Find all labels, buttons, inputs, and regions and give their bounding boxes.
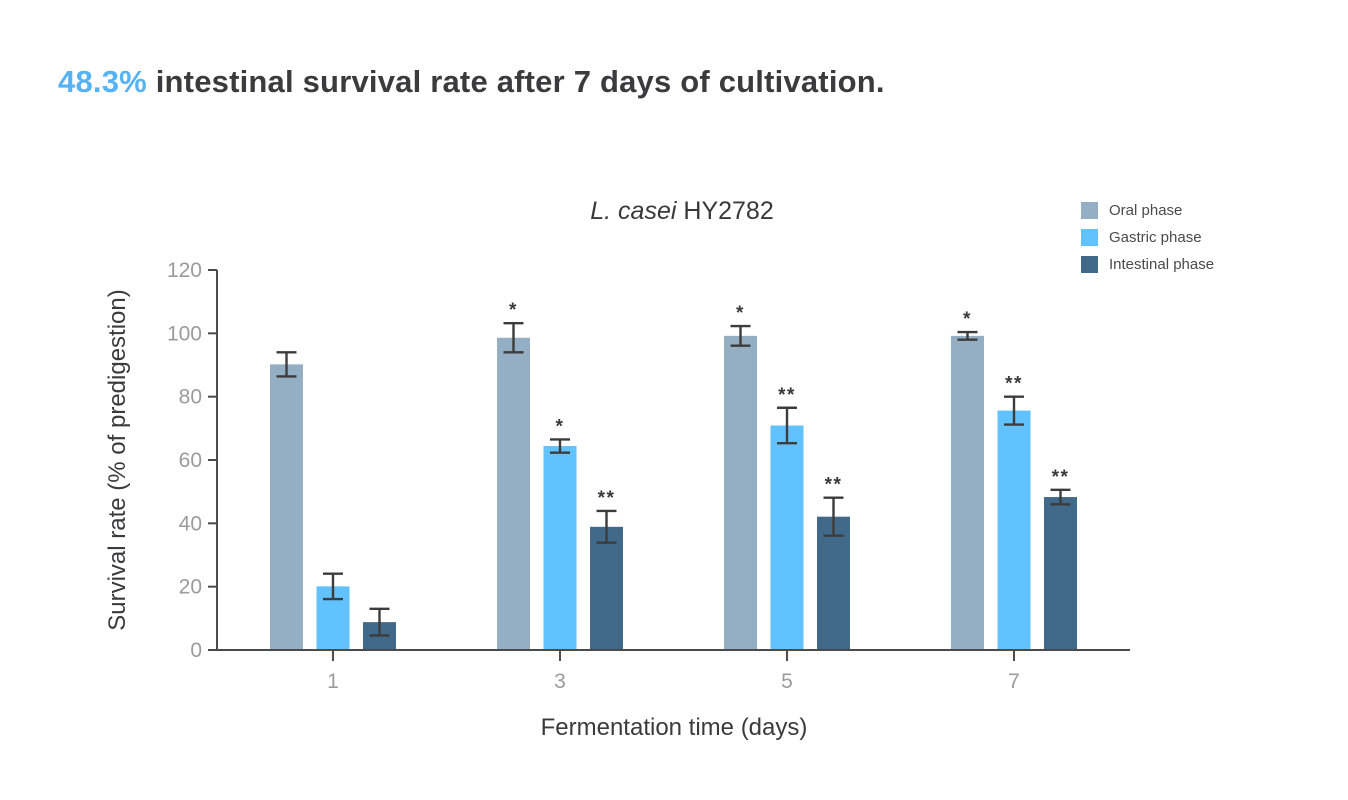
x-tick-label-5: 5 <box>781 670 793 693</box>
x-tick-label-1: 1 <box>327 670 339 693</box>
legend-swatch <box>1081 202 1098 219</box>
y-tick-label-120: 120 <box>167 259 202 282</box>
y-tick-label-40: 40 <box>179 512 202 535</box>
x-axis-label: Fermentation time (days) <box>540 714 808 741</box>
legend-item-intestinal-phase: Intestinal phase <box>1081 256 1214 273</box>
y-tick-label-20: 20 <box>179 576 202 599</box>
significance-intestinal-phase-day7: ** <box>1052 467 1070 488</box>
significance-gastric-phase-day7: ** <box>1005 374 1023 395</box>
legend-swatch <box>1081 229 1098 246</box>
bar-intestinal-phase-day7 <box>1044 497 1077 650</box>
significance-oral-phase-day7: * <box>963 309 972 330</box>
bar-intestinal-phase-day5 <box>817 516 850 650</box>
legend: Oral phase Gastric phase Intestinal phase <box>1081 202 1214 273</box>
bar-oral-phase-day3 <box>497 337 530 650</box>
y-tick-label-80: 80 <box>179 386 202 409</box>
x-tick-label-7: 7 <box>1008 670 1020 693</box>
legend-swatch <box>1081 256 1098 273</box>
bar-intestinal-phase-day3 <box>590 526 623 650</box>
significance-intestinal-phase-day5: ** <box>825 475 843 496</box>
headline: 48.3% intestinal survival rate after 7 d… <box>58 64 885 100</box>
y-tick-label-100: 100 <box>167 322 202 345</box>
bar-oral-phase-day7 <box>951 335 984 650</box>
legend-item-gastric-phase: Gastric phase <box>1081 229 1214 246</box>
x-tick-label-3: 3 <box>554 670 566 693</box>
y-tick-label-60: 60 <box>179 449 202 472</box>
legend-item-oral-phase: Oral phase <box>1081 202 1214 219</box>
chart-title-species: L. casei <box>590 197 677 225</box>
legend-label: Gastric phase <box>1109 229 1202 246</box>
legend-label: Intestinal phase <box>1109 256 1215 273</box>
bar-gastric-phase-day7 <box>997 410 1031 650</box>
significance-gastric-phase-day5: ** <box>778 385 796 406</box>
significance-oral-phase-day3: * <box>509 300 518 321</box>
significance-gastric-phase-day3: * <box>556 416 565 437</box>
headline-text: intestinal survival rate after 7 days of… <box>146 64 885 99</box>
bar-gastric-phase-day3 <box>543 446 577 650</box>
legend-label: Oral phase <box>1109 202 1183 219</box>
bar-oral-phase-day1 <box>270 364 303 650</box>
bar-gastric-phase-day5 <box>770 425 804 650</box>
significance-intestinal-phase-day3: ** <box>598 488 616 509</box>
significance-oral-phase-day5: * <box>736 303 745 324</box>
bar-oral-phase-day5 <box>724 335 757 650</box>
y-tick-label-0: 0 <box>190 639 202 662</box>
chart-title-strain: HY2782 <box>676 197 774 225</box>
chart-title: L. casei HY2782 <box>590 197 773 226</box>
headline-accent-value: 48.3% <box>58 64 147 99</box>
